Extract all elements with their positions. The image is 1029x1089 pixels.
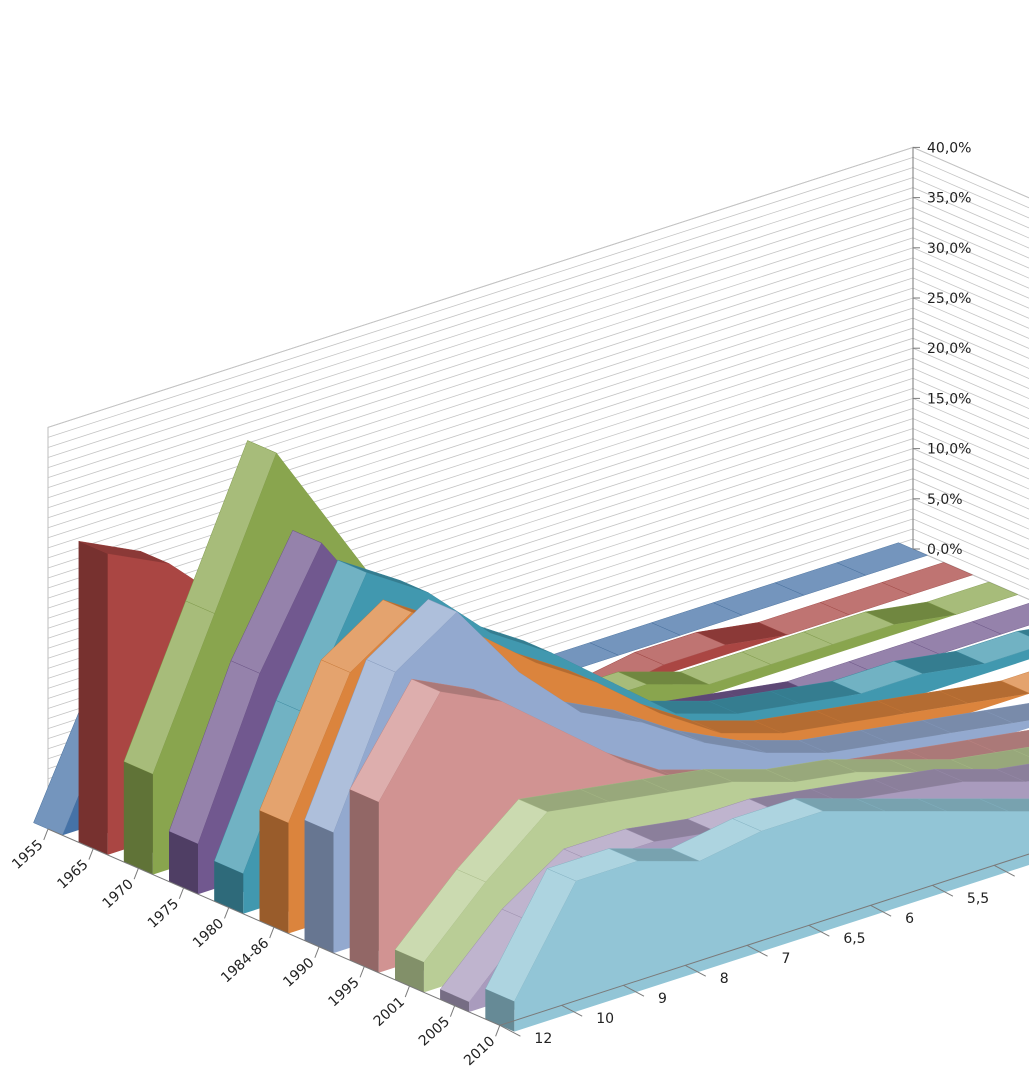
ribbon-end-cap bbox=[349, 789, 379, 973]
ribbon-end-cap bbox=[123, 761, 153, 875]
ribbon-end-cap bbox=[214, 861, 244, 914]
ribbon-end-cap bbox=[169, 831, 198, 895]
axes bbox=[43, 146, 1029, 1037]
z-tick-label: 40,0% bbox=[927, 140, 971, 156]
ribbon-front-face bbox=[514, 811, 1029, 1032]
depth-tick-label: 7 bbox=[782, 951, 791, 967]
series-tick-label: 1984-86 bbox=[218, 935, 272, 986]
z-tick-label: 0,0% bbox=[927, 542, 963, 558]
ribbon-end-cap bbox=[304, 820, 334, 954]
depth-tick-mark bbox=[623, 984, 645, 997]
depth-tick-label: 10 bbox=[596, 1011, 614, 1027]
depth-tick-mark bbox=[932, 884, 954, 897]
depth-tick-mark bbox=[993, 864, 1015, 877]
series-tick-mark bbox=[269, 927, 275, 939]
series-tick-label: 1965 bbox=[54, 857, 91, 893]
z-tick-label: 25,0% bbox=[927, 291, 971, 307]
z-tick-label: 10,0% bbox=[927, 442, 971, 458]
depth-tick-label: 6,5 bbox=[843, 931, 865, 947]
depth-tick-mark bbox=[870, 904, 892, 917]
depth-tick-mark bbox=[499, 1024, 521, 1037]
series-tick-label: 1955 bbox=[9, 837, 46, 873]
z-tick-label: 35,0% bbox=[927, 191, 971, 207]
depth-tick-mark bbox=[746, 944, 768, 957]
z-tick-label: 20,0% bbox=[927, 341, 971, 357]
series-tick-label: 1970 bbox=[100, 876, 137, 912]
z-tick-label: 5,0% bbox=[927, 492, 963, 508]
series-tick-label: 1980 bbox=[190, 916, 227, 952]
depth-tick-mark bbox=[684, 964, 706, 977]
series-tick-mark bbox=[359, 966, 365, 978]
depth-tick-label: 12 bbox=[534, 1031, 552, 1047]
series-tick-mark bbox=[88, 848, 94, 860]
series-tick-mark bbox=[178, 887, 185, 900]
series-tick-label: 1975 bbox=[145, 896, 182, 932]
series-tick-label: 1995 bbox=[326, 974, 363, 1010]
series-tick-mark bbox=[449, 1005, 456, 1017]
ribbon-top-segment bbox=[1012, 746, 1029, 757]
depth-tick-label: 8 bbox=[720, 971, 729, 987]
depth-tick-label: 5,5 bbox=[967, 891, 989, 907]
depth-tick-label: 6 bbox=[905, 911, 914, 927]
series-tick-mark bbox=[43, 828, 49, 841]
series-tick-mark bbox=[404, 985, 410, 998]
z-tick-label: 30,0% bbox=[927, 241, 971, 257]
ribbon-top-segment bbox=[1016, 629, 1029, 637]
ribbon-top-segment bbox=[1000, 671, 1029, 694]
series-tick-mark bbox=[133, 868, 139, 880]
series-tick-mark bbox=[495, 1025, 501, 1037]
ribbon-end-cap bbox=[395, 949, 424, 993]
ribbon-end-cap bbox=[485, 989, 515, 1032]
series-tick-label: 2001 bbox=[371, 994, 408, 1030]
series-tick-label: 2005 bbox=[416, 1014, 453, 1050]
depth-tick-mark bbox=[808, 924, 830, 937]
series-tick-label: 2010 bbox=[461, 1033, 498, 1069]
series-tick-mark bbox=[224, 907, 230, 919]
depth-tick-label: 9 bbox=[658, 991, 667, 1007]
series-ribbon-2010 bbox=[485, 798, 1029, 1032]
ribbon-end-cap bbox=[440, 989, 470, 1012]
data-ribbons bbox=[33, 440, 1029, 1032]
depth-tick-mark bbox=[561, 1004, 583, 1017]
z-tick-label: 15,0% bbox=[927, 391, 971, 407]
series-tick-mark bbox=[314, 946, 320, 958]
ribbon-end-cap bbox=[259, 810, 289, 934]
series-tick-label: 1990 bbox=[280, 955, 317, 991]
ribbon-end-cap bbox=[78, 541, 108, 855]
